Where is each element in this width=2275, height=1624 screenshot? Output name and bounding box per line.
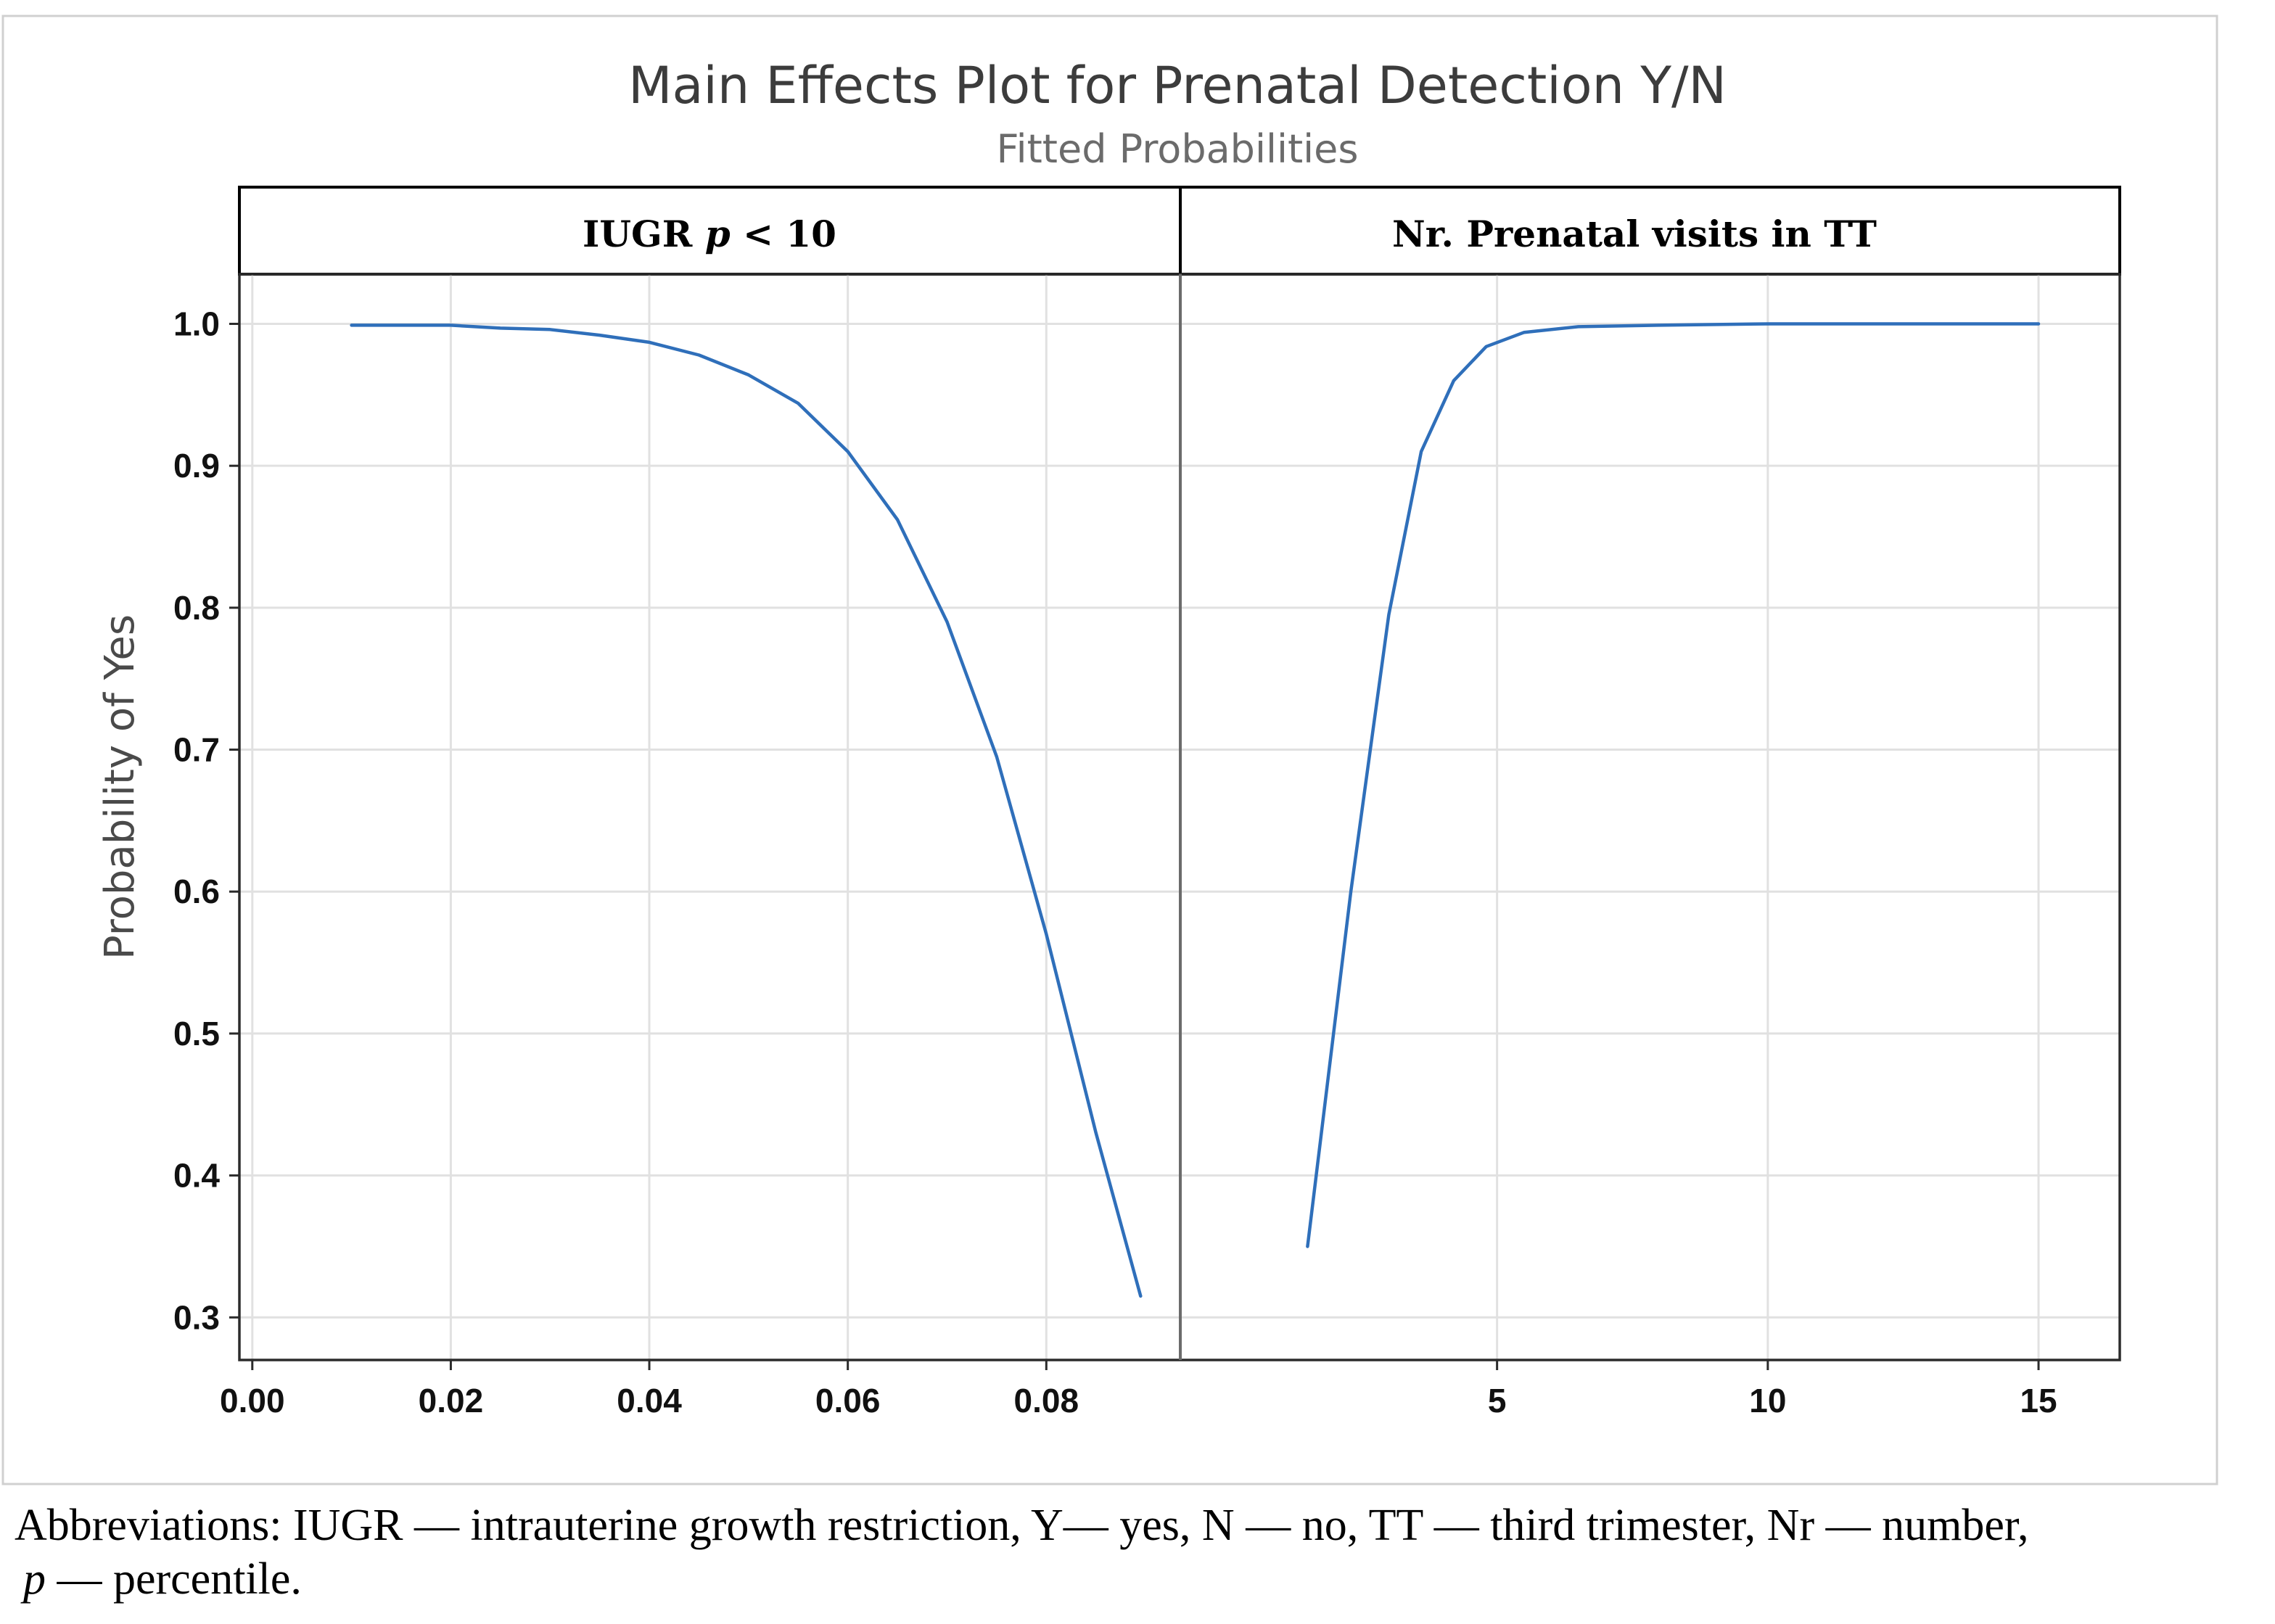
caption-line-1: Abbreviations: IUGR — intrauterine growt… (15, 1501, 2029, 1550)
chart-title: Main Effects Plot for Prenatal Detection… (628, 56, 1727, 115)
fitted-probability-line-panel-2 (1306, 322, 2041, 1248)
y-tick-label: 0.6 (173, 873, 220, 910)
panel-label-visits: Nr. Prenatal visits in TT (1392, 213, 1877, 255)
x-tick-label: 5 (1488, 1382, 1507, 1419)
caption-line-2: p — percentile. (20, 1554, 302, 1604)
x-tick-label: 0.06 (815, 1382, 881, 1419)
fitted-probability-line-panel-1 (350, 323, 1143, 1298)
y-tick-label: 0.9 (173, 447, 220, 485)
y-tick-label: 0.5 (173, 1015, 220, 1052)
y-tick-label: 0.3 (173, 1298, 220, 1336)
x-tick-label: 0.04 (617, 1382, 682, 1419)
y-tick-label: 0.4 (173, 1157, 220, 1195)
x-tick-label: 10 (1749, 1382, 1786, 1419)
plot-area: 0.00 0.02 0.04 0.06 0.08 5 10 15 0.3 0.4 0.5 0.6 0.7… (173, 273, 2121, 1419)
x-tick-label: 0.02 (419, 1382, 484, 1419)
x-tick-label: 15 (2020, 1382, 2057, 1419)
panel-label-iugr: IUGR p < 10 (583, 213, 836, 255)
chart-subtitle: Fitted Probabilities (997, 126, 1359, 172)
y-axis-label: Probability of Yes (96, 614, 144, 960)
x-tick-label: 0.00 (220, 1382, 285, 1419)
x-tick-label: 0.08 (1014, 1382, 1079, 1419)
y-tick-label: 0.8 (173, 589, 220, 627)
y-tick-label: 1.0 (173, 305, 220, 342)
y-tick-label: 0.7 (173, 731, 220, 769)
